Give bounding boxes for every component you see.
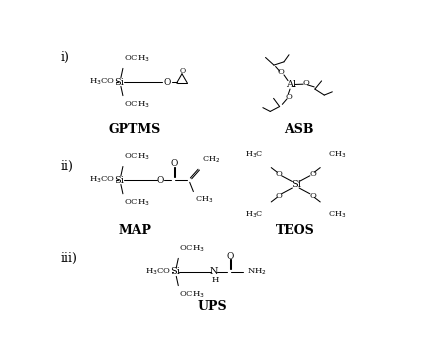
Text: OCH$_3$: OCH$_3$ (179, 290, 205, 300)
Text: H$_3$C: H$_3$C (245, 150, 264, 160)
Text: O: O (157, 176, 164, 185)
Text: ASB: ASB (284, 123, 314, 136)
Text: i): i) (61, 51, 70, 64)
Text: Si: Si (115, 176, 125, 185)
Text: Si: Si (115, 78, 125, 86)
Text: O: O (275, 192, 282, 200)
Text: CH$_2$: CH$_2$ (202, 155, 220, 165)
Text: OCH$_3$: OCH$_3$ (123, 198, 149, 209)
Text: OCH$_3$: OCH$_3$ (179, 244, 205, 254)
Text: H$_3$CO: H$_3$CO (145, 267, 171, 277)
Text: CH$_3$: CH$_3$ (328, 209, 346, 220)
Text: O: O (275, 170, 282, 178)
Text: O: O (309, 192, 316, 200)
Text: UPS: UPS (197, 301, 226, 313)
Text: Si: Si (291, 180, 301, 189)
Text: OCH$_3$: OCH$_3$ (123, 54, 149, 64)
Text: H: H (211, 276, 219, 284)
Text: OCH$_3$: OCH$_3$ (123, 100, 149, 110)
Text: OCH$_3$: OCH$_3$ (123, 152, 149, 162)
Text: O: O (171, 159, 178, 168)
Text: iii): iii) (61, 252, 78, 266)
Text: NH$_2$: NH$_2$ (247, 267, 267, 277)
Text: H$_3$C: H$_3$C (245, 209, 264, 220)
Text: O: O (164, 78, 171, 86)
Text: TEOS: TEOS (276, 224, 315, 237)
Text: Al: Al (286, 80, 296, 89)
Text: CH$_3$: CH$_3$ (195, 195, 214, 205)
Text: O: O (227, 252, 234, 261)
Text: N: N (210, 268, 218, 276)
Text: H$_3$CO: H$_3$CO (89, 175, 116, 185)
Text: O: O (309, 170, 316, 178)
Text: O: O (302, 79, 309, 87)
Text: O: O (286, 93, 292, 101)
Text: CH$_3$: CH$_3$ (328, 150, 346, 160)
Text: O: O (180, 67, 186, 75)
Text: O: O (278, 68, 285, 76)
Text: MAP: MAP (118, 224, 151, 237)
Text: GPTMS: GPTMS (109, 123, 161, 136)
Text: Si: Si (170, 268, 180, 276)
Text: H$_3$CO: H$_3$CO (89, 77, 116, 87)
Text: ii): ii) (61, 160, 74, 173)
